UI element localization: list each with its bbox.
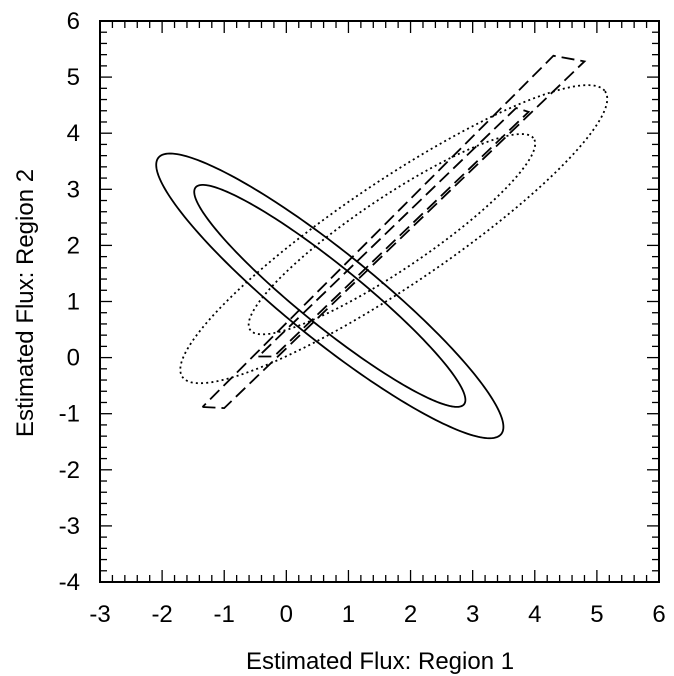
y-tick-label: 6	[67, 8, 80, 35]
y-tick-label: 1	[67, 289, 80, 316]
x-tick-label: 1	[342, 601, 355, 628]
y-tick-label: 5	[67, 64, 80, 91]
x-tick-label: 5	[590, 601, 603, 628]
y-tick-label: 2	[67, 232, 80, 259]
y-tick-label: 0	[67, 345, 80, 372]
x-tick-label: -3	[89, 601, 110, 628]
x-axis-label: Estimated Flux: Region 1	[246, 648, 514, 675]
plot-frame	[99, 20, 660, 583]
solid-contour-2	[193, 184, 467, 408]
x-tick-label: 4	[528, 601, 541, 628]
y-tick-label: 3	[67, 176, 80, 203]
x-tick-label: -2	[151, 601, 172, 628]
dashed-contour-1	[201, 54, 587, 410]
x-tick-label: 3	[466, 601, 479, 628]
y-axis-label: Estimated Flux: Region 2	[12, 169, 39, 437]
y-tick-label: 4	[67, 120, 80, 147]
dashed-contour-2	[257, 106, 531, 358]
solid-contour-1	[155, 152, 505, 440]
x-tick-label: -1	[214, 601, 235, 628]
chart-axes: -3 -2 -1 0 1 2 3 4 5 6 -4 -3 -2 -1 0 1 2 3 4 5 6	[59, 8, 666, 628]
y-tick-label: -3	[59, 513, 80, 540]
dotted-contour-1	[179, 84, 609, 385]
y-tick-label: -2	[59, 457, 80, 484]
chart-marks	[155, 54, 609, 440]
x-tick-label: 2	[404, 601, 417, 628]
y-tick-label: -4	[59, 569, 80, 596]
dotted-contour-2	[247, 133, 537, 336]
y-tick-label: -1	[59, 401, 80, 428]
x-tick-label: 0	[280, 601, 293, 628]
x-tick-label: 6	[652, 601, 665, 628]
